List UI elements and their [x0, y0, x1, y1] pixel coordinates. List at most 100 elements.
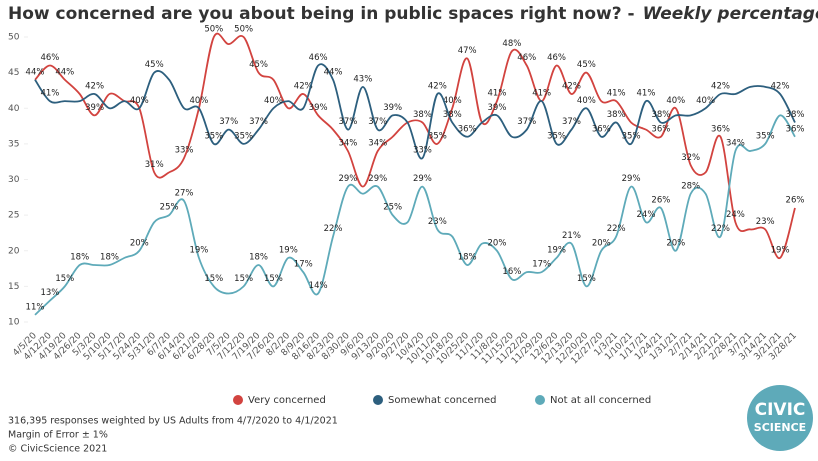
data-label: 18%: [70, 253, 89, 263]
data-label: 38%: [786, 110, 805, 120]
data-label: 37%: [249, 117, 268, 127]
data-label: 39%: [85, 103, 104, 113]
data-label: 38%: [651, 110, 670, 120]
y-tick-label: 15: [8, 282, 19, 292]
data-label: 37%: [368, 117, 387, 127]
data-label: 19%: [771, 245, 790, 255]
data-label: 26%: [786, 196, 805, 206]
data-label: 34%: [368, 139, 387, 149]
data-label: 46%: [40, 53, 59, 63]
data-label: 36%: [592, 124, 611, 134]
data-label: 42%: [562, 82, 581, 92]
data-label: 39%: [488, 103, 507, 113]
data-label: 43%: [353, 74, 372, 84]
series-line: [34, 114, 796, 316]
y-tick-label: 30: [8, 175, 20, 185]
data-label: 25%: [160, 203, 179, 213]
data-label: 29%: [622, 174, 641, 184]
y-tick-label: 25: [8, 211, 19, 221]
legend-label: Very concerned: [248, 395, 326, 406]
y-tick-label: 45: [8, 68, 19, 78]
data-label: 33%: [175, 146, 194, 156]
data-label: 41%: [40, 89, 59, 99]
logo-badge: [747, 385, 813, 451]
data-label: 33%: [413, 146, 432, 156]
data-label: 20%: [488, 238, 507, 248]
data-label: 40%: [130, 96, 149, 106]
data-label: 29%: [413, 174, 432, 184]
title: How concerned are you about being in pub…: [8, 4, 635, 24]
data-label: 19%: [547, 245, 566, 255]
data-label: 15%: [204, 274, 223, 284]
data-label: 42%: [771, 82, 790, 92]
data-label: 45%: [577, 60, 596, 70]
data-label: 37%: [338, 117, 357, 127]
data-label: 37%: [562, 117, 581, 127]
data-label: 18%: [249, 253, 268, 263]
legend-swatch: [233, 395, 243, 405]
y-tick-label: 35: [8, 139, 19, 149]
data-label: 35%: [547, 131, 566, 141]
data-label: 50%: [234, 25, 253, 35]
y-tick-label: 40: [8, 104, 20, 114]
data-label: 15%: [234, 274, 253, 284]
data-label: 42%: [294, 82, 313, 92]
data-label: 46%: [309, 53, 328, 63]
data-label: 42%: [428, 82, 447, 92]
data-label: 34%: [726, 139, 745, 149]
note: 316,395 responses weighted by US Adults …: [8, 416, 338, 427]
data-label: 20%: [666, 238, 685, 248]
data-label: 44%: [55, 67, 74, 77]
chart-title: How concerned are you about being in pub…: [8, 4, 818, 24]
data-label: 46%: [517, 53, 536, 63]
data-label: 36%: [458, 124, 477, 134]
data-label: 18%: [100, 253, 119, 263]
data-label: 14%: [309, 281, 328, 291]
data-label: 37%: [219, 117, 238, 127]
data-label: 40%: [696, 96, 715, 106]
data-label: 31%: [145, 160, 164, 170]
data-label: 36%: [651, 124, 670, 134]
data-label: 16%: [502, 267, 521, 277]
data-label: 15%: [55, 274, 74, 284]
data-label: 19%: [279, 245, 298, 255]
data-label: 41%: [532, 89, 551, 99]
data-label: 17%: [532, 260, 551, 270]
data-label: 42%: [711, 82, 730, 92]
legend-swatch: [373, 395, 383, 405]
data-label: 39%: [309, 103, 328, 113]
data-label: 21%: [562, 231, 581, 241]
data-label: 34%: [338, 139, 357, 149]
y-tick-label: 50: [8, 33, 20, 43]
data-label: 42%: [85, 82, 104, 92]
data-label: 40%: [666, 96, 685, 106]
data-label: 40%: [189, 96, 208, 106]
data-label: 41%: [637, 89, 656, 99]
data-label: 37%: [517, 117, 536, 127]
data-label: 41%: [607, 89, 626, 99]
data-label: 22%: [711, 224, 730, 234]
legend-label: Not at all concerned: [550, 395, 651, 406]
data-label: 17%: [294, 260, 313, 270]
legend-label: Somewhat concerned: [388, 395, 496, 406]
data-label: 47%: [458, 46, 477, 56]
series-line: [34, 63, 796, 160]
note: Margin of Error ± 1%: [8, 430, 108, 441]
data-label: 36%: [786, 124, 805, 134]
data-label: 38%: [443, 110, 462, 120]
data-label: 20%: [592, 238, 611, 248]
logo-text: CIVIC: [755, 400, 806, 420]
note: © CivicScience 2021: [8, 444, 107, 455]
data-label: 40%: [577, 96, 596, 106]
data-label: 46%: [547, 53, 566, 63]
data-label: 40%: [443, 96, 462, 106]
legend-swatch: [535, 395, 545, 405]
data-label: 44%: [26, 67, 45, 77]
subtitle: Weekly percentage: [643, 4, 818, 24]
data-label: 38%: [607, 110, 626, 120]
data-label: 24%: [637, 210, 656, 220]
data-label: 25%: [383, 203, 402, 213]
data-label: 50%: [204, 25, 223, 35]
data-label: 23%: [756, 217, 775, 227]
